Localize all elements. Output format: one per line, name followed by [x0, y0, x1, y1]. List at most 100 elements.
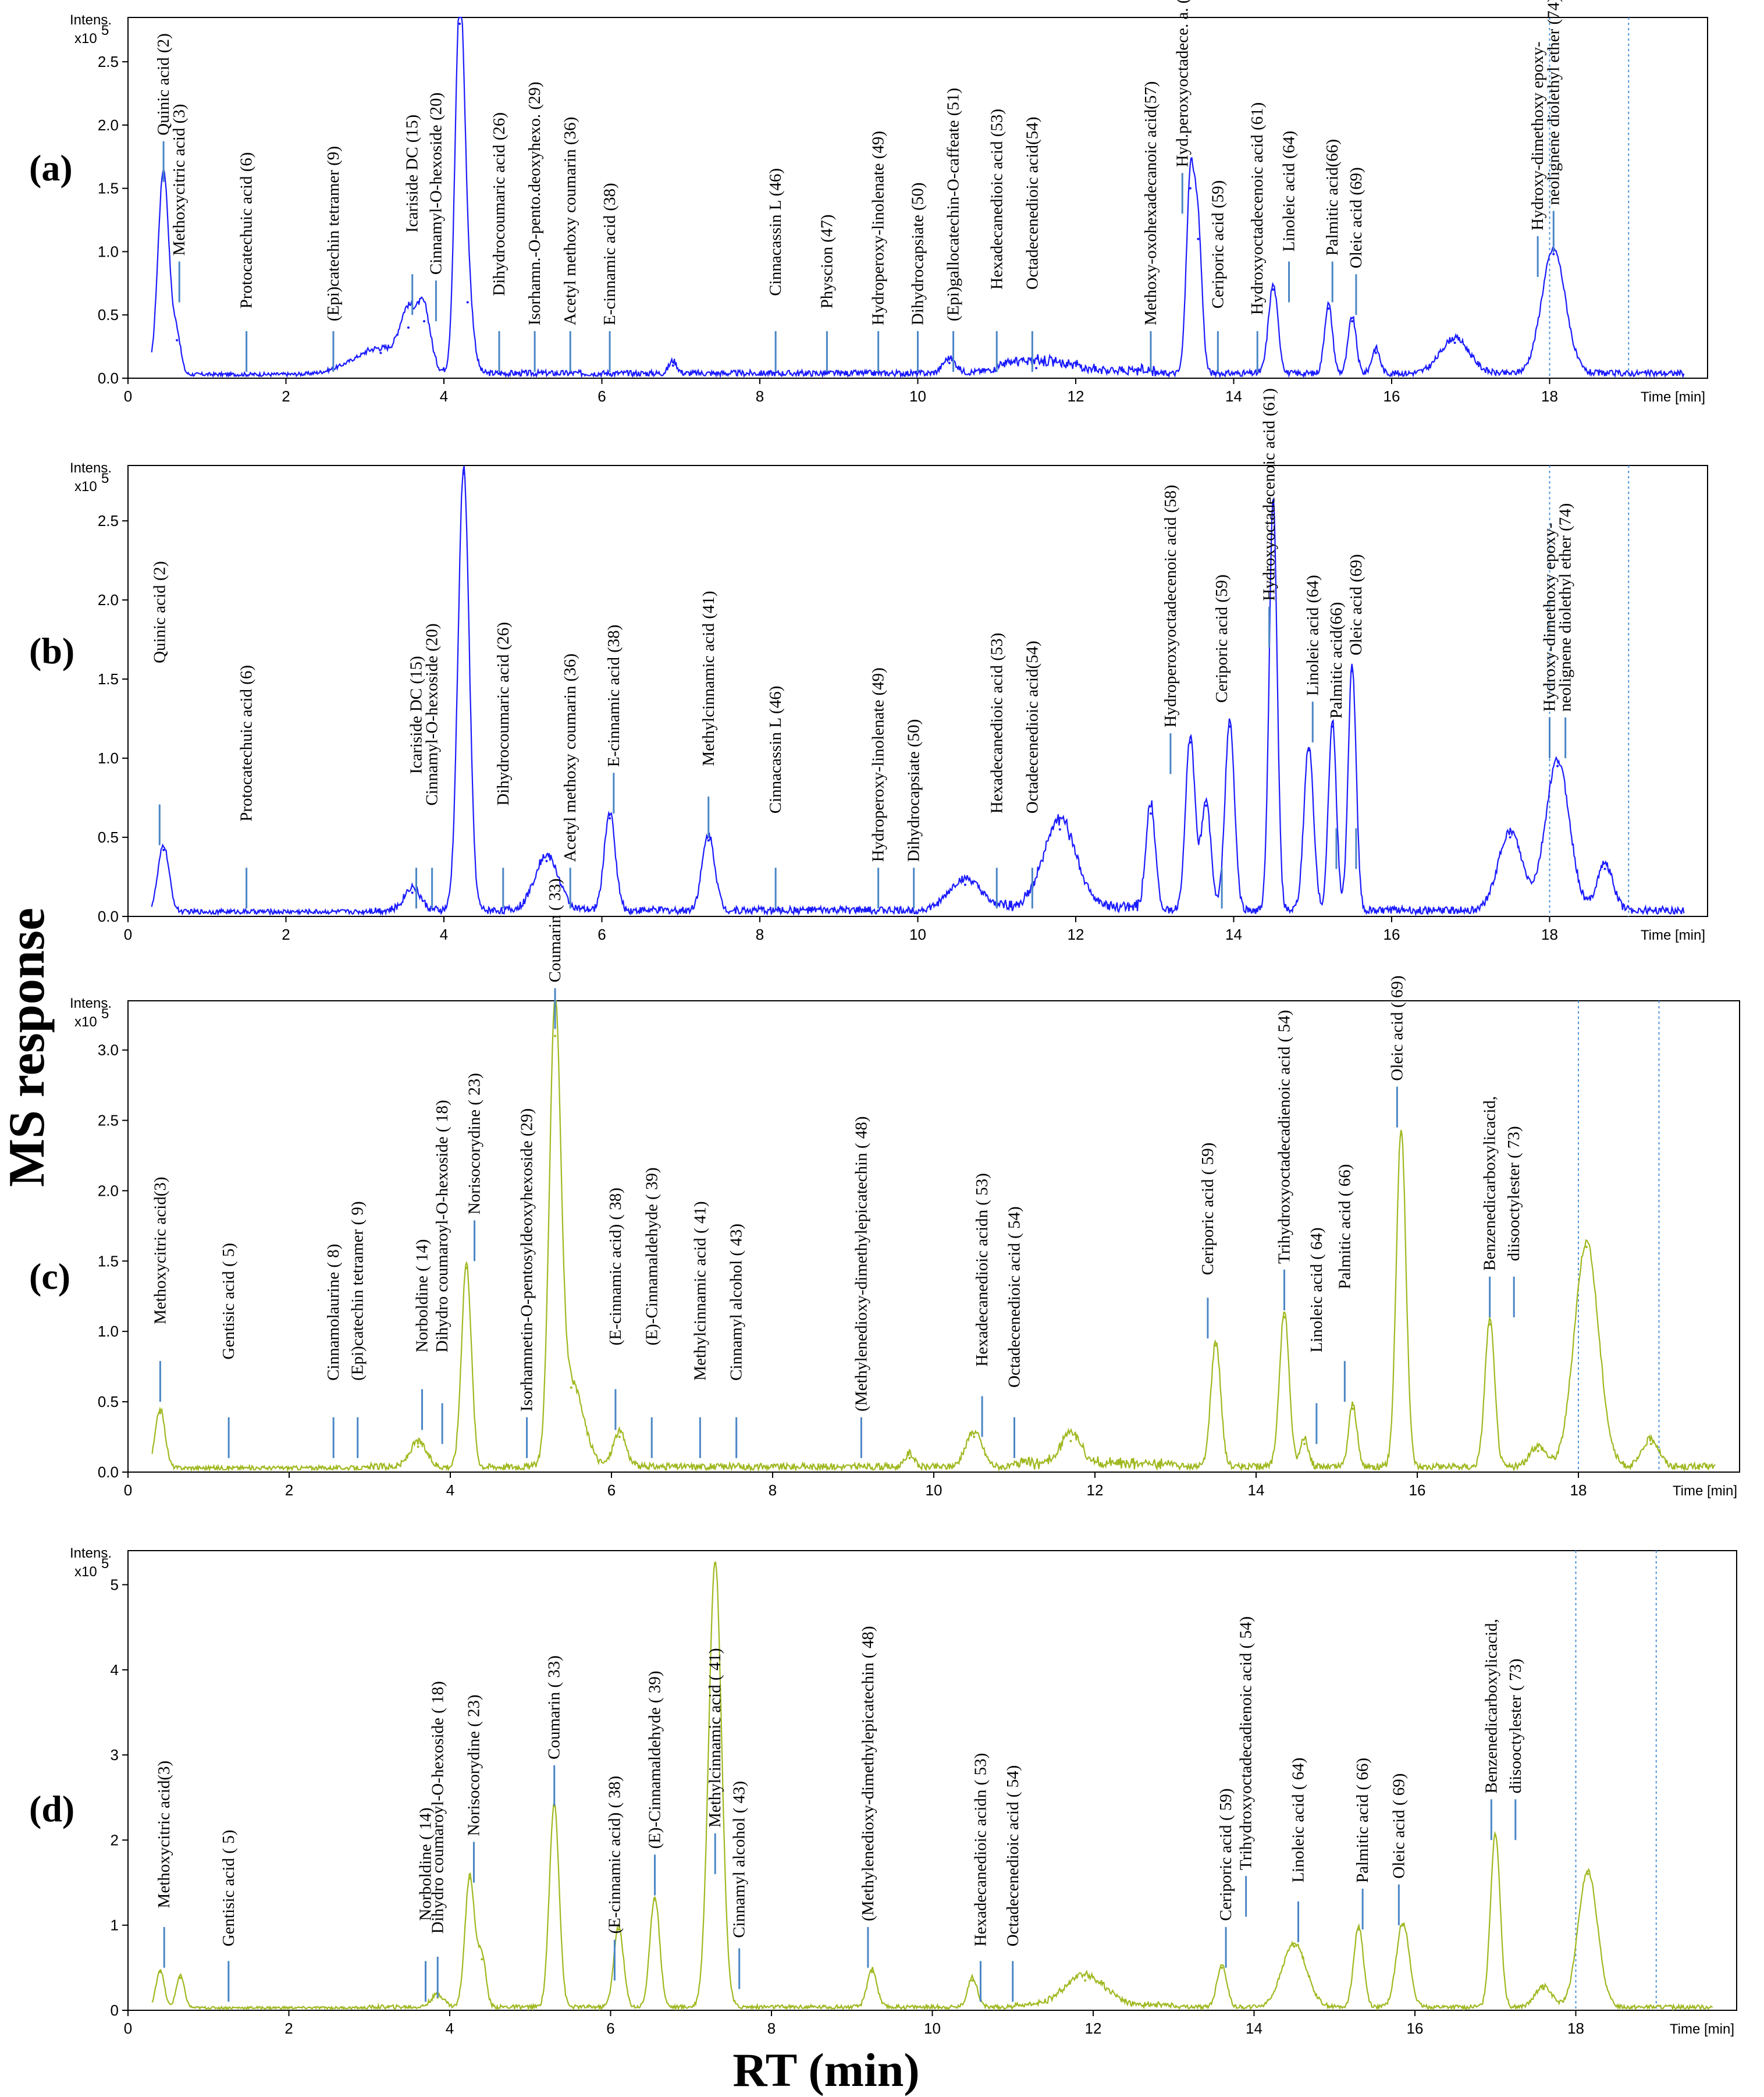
compound-label: Hexadecanedioic acidn ( 53)	[971, 1753, 990, 1947]
peak-apex	[466, 301, 469, 304]
compound-label: Cinnamyl alcohol ( 43)	[727, 1224, 746, 1381]
x-tick-label: 8	[767, 2020, 776, 2037]
peak-apex	[714, 1562, 717, 1565]
compound-label: Physcion (47)	[817, 214, 836, 308]
compound-label: Linoleic acid ( 64)	[1289, 1758, 1308, 1883]
chart-panel: 0 2 4 6 8 10 12 14 16 18 0.0 0.5 1.0 1.5 2.0 2.5 Intens.…	[29, 388, 1708, 943]
compound-label: diisooctylester ( 73)	[1506, 1658, 1525, 1793]
peak-apex	[1283, 1316, 1286, 1319]
x-tick-label: 18	[1570, 1481, 1587, 1499]
peak-apex	[1327, 307, 1330, 310]
peak-apex	[554, 1035, 557, 1037]
compound-label: Cinnamyl-O-hexoside (20)	[426, 93, 445, 275]
compound-label: E-cinnamic acid (38)	[600, 183, 619, 325]
panel-label: (b)	[29, 630, 74, 671]
peak-apex	[1400, 1133, 1403, 1136]
x-tick-label: 14	[1248, 1481, 1265, 1499]
peak-apex	[971, 1979, 974, 1982]
peak-apex	[1272, 288, 1275, 291]
peak-apex	[1453, 342, 1456, 344]
peak-apex	[1585, 1246, 1588, 1249]
peak-apex	[1402, 1924, 1404, 1927]
compound-label: Trihydroxyoctadecadienoic acid ( 54)	[1237, 1616, 1256, 1870]
compound-label: Octadecenedioic acid ( 54)	[1005, 1206, 1024, 1388]
x-axis-title: RT (min)	[732, 2043, 919, 2096]
x-tick-label: 14	[1225, 388, 1242, 405]
compound-label: Palmitic acid(66)	[1323, 139, 1342, 256]
peak-apex	[1149, 812, 1152, 815]
compound-label: (E)-Cinnamaldehyde ( 39)	[642, 1167, 661, 1345]
peak-apex	[1197, 237, 1200, 240]
compound-label: Octadecenedioic acid(54)	[1023, 641, 1041, 813]
peak-apex	[1603, 868, 1606, 870]
y-tick-label: 2.0	[98, 116, 119, 134]
compound-label: Methoxycitric acid(3)	[155, 1761, 173, 1908]
panel-label: (c)	[29, 1256, 70, 1297]
compound-label: Methylcinnamic acid (41)	[699, 591, 718, 766]
compound-label: Isorhamnetin-O-pentosyldeoxyhexoside (29…	[518, 1108, 536, 1412]
compound-label: Octadecenedioic acid(54)	[1023, 117, 1041, 290]
y-tick-label: 2.5	[98, 53, 119, 70]
y-tick-label: 2	[111, 1831, 119, 1849]
compound-label: neolignene diolethyl ether (74)	[1544, 0, 1563, 205]
compound-label: Oleic acid ( 69)	[1388, 975, 1406, 1081]
compound-label: Norisocorydine ( 23)	[464, 1694, 483, 1836]
scale-exponent: 5	[101, 1556, 109, 1572]
compound-label: Ceriporic acid (59)	[1208, 180, 1227, 309]
compound-label: Coumarin ( 33)	[545, 1655, 564, 1760]
compound-label: Methoxycitric acid(3)	[151, 1177, 169, 1324]
chromatogram-trace	[151, 16, 1685, 379]
compound-label: neolignene diolethyl ether (74)	[1556, 503, 1575, 712]
chart-panel: 0 2 4 6 8 10 12 14 16 18 0.0 0.5 1.0 1.5 2.0 2.5 3.0 Inte…	[29, 879, 1740, 1499]
x-tick-label: 2	[282, 388, 290, 405]
intensity-label: Intens.	[70, 996, 112, 1011]
x-tick-label: 8	[756, 926, 764, 943]
peak-apex	[1035, 367, 1038, 369]
compound-label: Hyd.peroxyoctadece. a. (58)	[1173, 0, 1192, 167]
peak-apex	[1537, 1449, 1539, 1452]
x-tick-label: 12	[1068, 926, 1084, 943]
chromatogram-trace	[151, 1561, 1713, 2011]
compound-label: (Methylenedioxy-dimethylepicatechin ( 48…	[852, 1116, 870, 1411]
panel-label: (d)	[29, 1788, 74, 1829]
y-tick-label: 1	[111, 1917, 119, 1934]
x-tick-label: 18	[1567, 2020, 1584, 2037]
x-tick-label: 10	[909, 926, 926, 943]
scale-label: x10	[74, 31, 97, 47]
scale-exponent: 5	[101, 471, 109, 486]
y-tick-label: 5	[111, 1576, 119, 1594]
intensity-label: Intens.	[70, 1545, 112, 1561]
y-tick-label: 1.0	[98, 749, 119, 767]
compound-label: Methoxy-oxohexadecanoic acid(57)	[1141, 81, 1160, 326]
intensity-label: Intens.	[70, 460, 112, 476]
chromatogram-trace	[151, 1000, 1716, 1473]
compound-label: E-cinnamic acid (38)	[604, 624, 623, 767]
compound-label: Hydroperoxyoctadecenoic acid (58)	[1161, 485, 1180, 727]
peak-apex	[1058, 828, 1061, 831]
x-tick-label: 16	[1384, 926, 1400, 943]
peak-apex	[159, 1971, 162, 1974]
compound-label: Benzenedicarboxylicacid,	[1481, 1096, 1499, 1271]
compound-label: (E-cinnamic acid) ( 38)	[606, 1188, 625, 1345]
compound-label: Oleic acid ( 69)	[1389, 1773, 1408, 1879]
compound-label: Hexadecanedioic acid (53)	[987, 632, 1006, 813]
x-tick-label: 0	[124, 388, 132, 405]
peak-apex	[545, 859, 548, 862]
peak-apex	[465, 1267, 468, 1270]
x-tick-label: 16	[1407, 2020, 1424, 2037]
peak-apex	[1221, 1966, 1224, 1969]
peak-apex	[1509, 836, 1512, 839]
x-tick-label: 14	[1246, 2020, 1262, 2037]
peak-apex	[1556, 765, 1559, 767]
compound-label: Linoleic acid ( 64)	[1307, 1227, 1326, 1352]
compound-label: Cinnamolaurine ( 8)	[324, 1244, 343, 1381]
y-tick-label: 0.0	[98, 908, 119, 925]
compound-label: Hydroxy-dimethoxy epoxy-	[1541, 523, 1559, 712]
peak-apex	[1649, 1442, 1652, 1445]
compound-label: Octadecenedioic acid ( 54)	[1004, 1765, 1022, 1947]
peak-apex	[1189, 187, 1192, 190]
compound-label: Dihydrocoumaric acid (26)	[490, 112, 508, 296]
scale-exponent: 5	[101, 1006, 109, 1022]
